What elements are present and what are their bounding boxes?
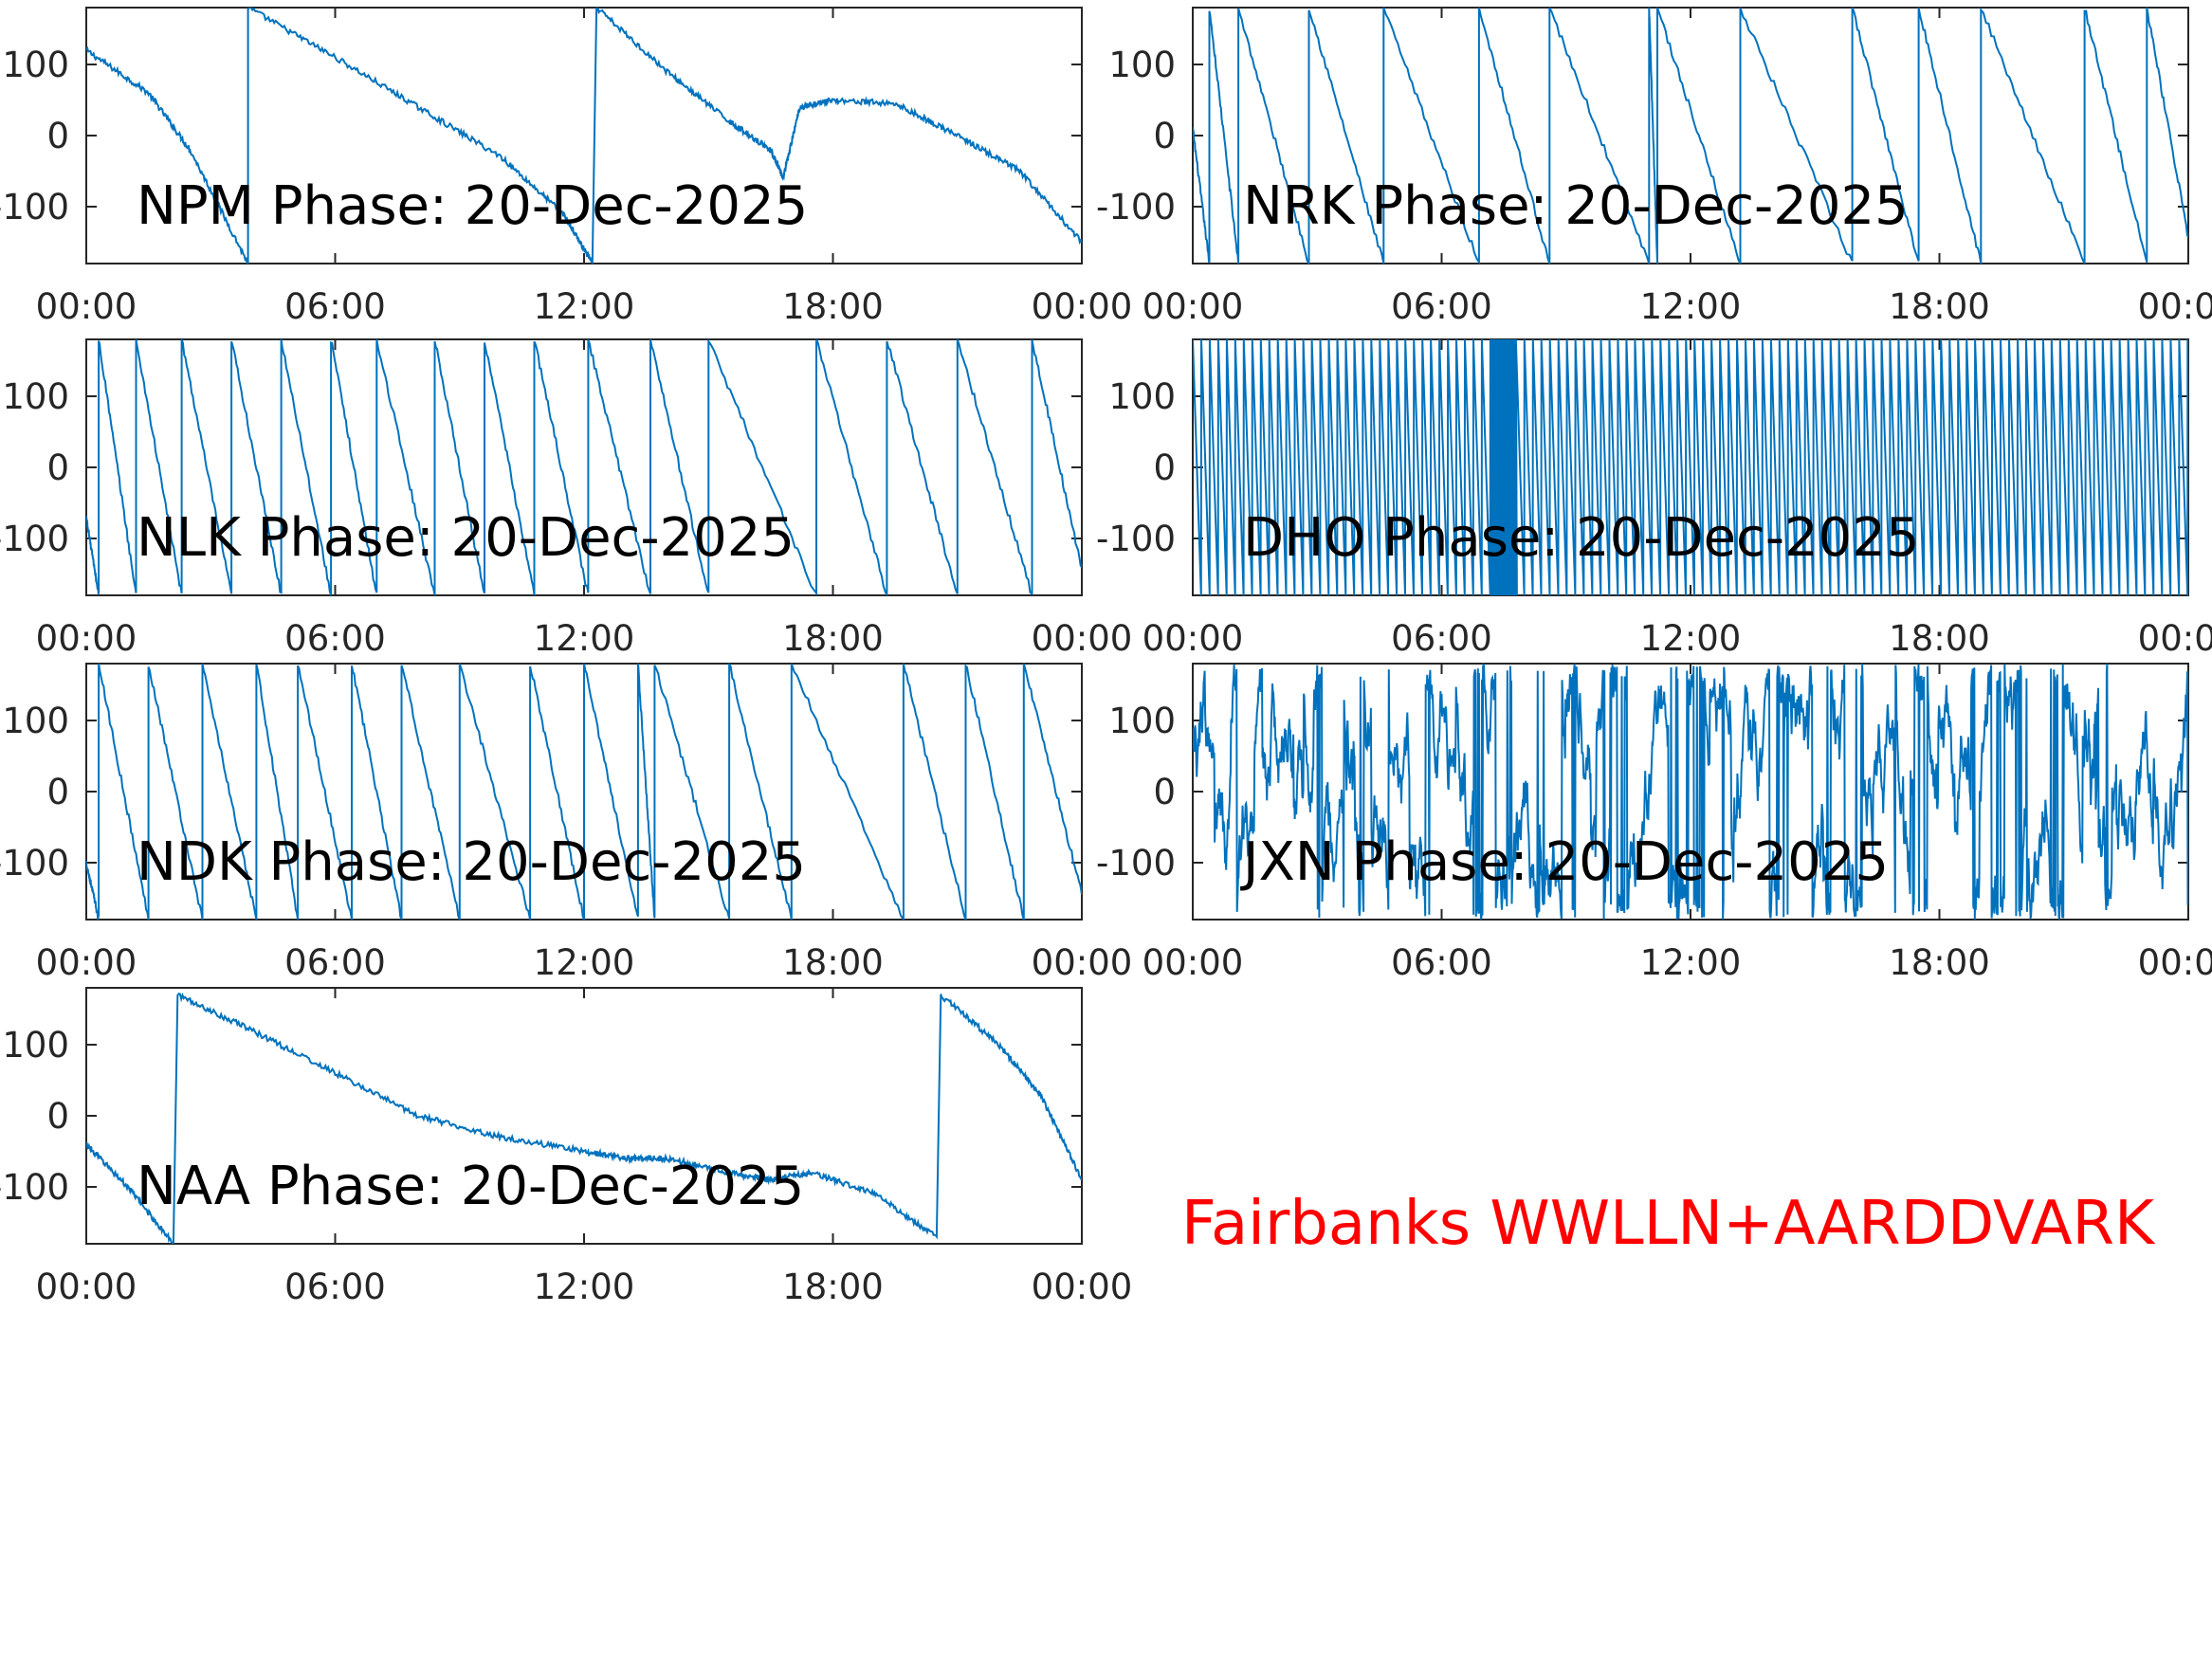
panel-title: NDK Phase: 20-Dec-2025 (137, 831, 806, 893)
y-tick-label: -100 (1096, 843, 1176, 884)
x-tick-label: 06:00 (284, 942, 386, 983)
panel-1: 100 0 -100 00:00 06:00 12:00 18:00 00:00 NRK Pha… (1096, 7, 2212, 327)
x-tick-label: 00:00 (36, 942, 137, 983)
x-tick-label: 06:00 (284, 1267, 386, 1307)
y-tick-label: -100 (1096, 187, 1176, 228)
phase-series-line (86, 8, 1082, 264)
panel-title: NRK Phase: 20-Dec-2025 (1243, 175, 1909, 237)
panel-4: 100 0 -100 00:00 06:00 12:00 18:00 00:00 NDK Pha… (0, 663, 1133, 983)
phase-series-line (86, 993, 1082, 1244)
figure-footer: Fairbanks WWLLN+AARDDVARK (1181, 1189, 2156, 1259)
panel-title: DHO Phase: 20-Dec-2025 (1243, 507, 1920, 569)
x-tick-label: 06:00 (1391, 942, 1492, 983)
y-tick-label: 100 (1108, 701, 1176, 741)
x-tick-label: 00:00 (36, 286, 137, 327)
x-tick-label: 18:00 (782, 942, 884, 983)
x-tick-label: 00:00 (2138, 942, 2212, 983)
x-tick-label: 12:00 (1640, 618, 1742, 659)
y-tick-label: 100 (2, 1025, 69, 1066)
x-tick-label: 18:00 (1889, 618, 1990, 659)
x-tick-label: 12:00 (1640, 286, 1742, 327)
x-tick-label: 00:00 (1032, 1267, 1133, 1307)
y-tick-label: 100 (1108, 45, 1176, 85)
x-tick-label: 06:00 (1391, 618, 1492, 659)
panel-3: 100 0 -100 00:00 06:00 12:00 18:00 00:00 DHO Pha… (1096, 338, 2212, 659)
panel-title: NPM Phase: 20-Dec-2025 (137, 175, 808, 237)
panel-5: 100 0 -100 00:00 06:00 12:00 18:00 00:00 JXN Pha… (1096, 663, 2212, 983)
x-tick-label: 18:00 (782, 618, 884, 659)
phase-series-line (1193, 664, 2188, 920)
x-tick-label: 12:00 (534, 1267, 635, 1307)
x-tick-label: 06:00 (284, 286, 386, 327)
x-tick-label: 18:00 (1889, 942, 1990, 983)
y-tick-label: -100 (0, 187, 69, 228)
phase-series-line (1193, 8, 2188, 264)
x-tick-label: 12:00 (534, 942, 635, 983)
phase-series-line (86, 664, 1082, 920)
y-tick-label: -100 (0, 1167, 69, 1208)
panel-2: 100 0 -100 00:00 06:00 12:00 18:00 00:00 NLK Pha… (0, 338, 1133, 659)
x-tick-label: 18:00 (782, 1267, 884, 1307)
panel-6: 100 0 -100 00:00 06:00 12:00 18:00 00:00 NAA Pha… (0, 987, 1133, 1307)
x-tick-label: 06:00 (284, 618, 386, 659)
y-tick-label: -100 (1096, 519, 1176, 559)
x-tick-label: 00:00 (36, 618, 137, 659)
y-tick-label: 100 (2, 376, 69, 417)
y-tick-label: 0 (46, 447, 69, 488)
y-tick-label: 100 (2, 701, 69, 741)
x-tick-label: 00:00 (1143, 618, 1244, 659)
y-tick-label: -100 (0, 519, 69, 559)
y-tick-label: 0 (1153, 116, 1176, 156)
x-tick-label: 00:00 (2138, 618, 2212, 659)
x-tick-label: 00:00 (1032, 286, 1133, 327)
x-tick-label: 12:00 (1640, 942, 1742, 983)
x-tick-label: 00:00 (1143, 942, 1244, 983)
y-tick-label: 100 (2, 45, 69, 85)
panel-0: 100 0 -100 00:00 06:00 12:00 18:00 00:00 NPM Pha… (0, 7, 1133, 327)
phase-series-line (86, 339, 1082, 595)
x-tick-label: 12:00 (534, 286, 635, 327)
y-tick-label: 0 (46, 772, 69, 812)
y-tick-label: 0 (46, 116, 69, 156)
phase-series-line (1193, 339, 2188, 595)
y-tick-label: -100 (0, 843, 69, 884)
panel-title: JXN Phase: 20-Dec-2025 (1240, 831, 1889, 893)
y-tick-label: 0 (1153, 447, 1176, 488)
x-tick-label: 00:00 (36, 1267, 137, 1307)
x-tick-label: 12:00 (534, 618, 635, 659)
panel-title: NAA Phase: 20-Dec-2025 (137, 1156, 804, 1217)
y-tick-label: 0 (1153, 772, 1176, 812)
x-tick-label: 06:00 (1391, 286, 1492, 327)
x-tick-label: 00:00 (2138, 286, 2212, 327)
x-tick-label: 00:00 (1143, 286, 1244, 327)
x-tick-label: 00:00 (1032, 618, 1133, 659)
panel-title: NLK Phase: 20-Dec-2025 (137, 507, 795, 569)
y-tick-label: 100 (1108, 376, 1176, 417)
y-tick-label: 0 (46, 1096, 69, 1137)
x-tick-label: 00:00 (1032, 942, 1133, 983)
x-tick-label: 18:00 (1889, 286, 1990, 327)
x-tick-label: 18:00 (782, 286, 884, 327)
